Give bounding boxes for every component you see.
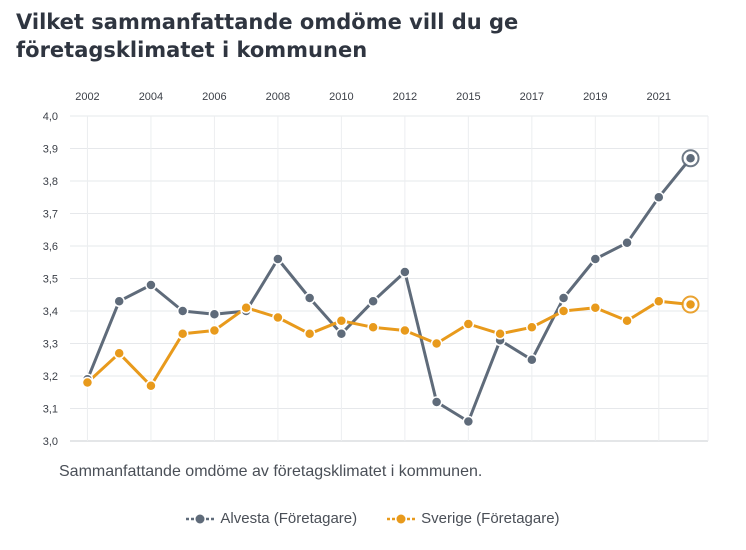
y-tick-label: 3,7 (43, 209, 58, 221)
series-point (303, 292, 316, 304)
legend-label-sverige: Sverige (Företagare) (421, 510, 560, 527)
series-point (653, 295, 665, 307)
series-point (462, 318, 475, 330)
y-tick-label: 3,4 (43, 306, 58, 318)
series-point (367, 295, 379, 307)
series-lines (86, 157, 692, 423)
x-tick-label: 2021 (647, 91, 671, 103)
series-point (81, 376, 94, 389)
series-point (335, 328, 348, 340)
series-line-0 (86, 157, 692, 423)
series-point (176, 305, 189, 317)
y-tick-label: 3,5 (43, 274, 58, 286)
series-point (145, 279, 157, 291)
series-point (526, 321, 538, 333)
y-tick-label: 3,8 (43, 176, 58, 188)
series-point (589, 302, 602, 314)
x-tick-label: 2006 (202, 91, 226, 103)
y-tick-label: 4,0 (43, 111, 58, 123)
series-point (494, 328, 506, 340)
line-chart: 2002 2004 2006 2008 2010 2012 2015 2017 2019 2021… (43, 91, 709, 448)
series-point (272, 253, 284, 265)
series-point (176, 328, 189, 340)
legend-swatch-alvesta (186, 514, 215, 523)
legend-swatch-sverige (387, 514, 416, 523)
x-tick-label: 2012 (393, 91, 417, 103)
legend-item-alvesta[interactable]: Alvesta (Företagare) (186, 510, 357, 527)
series-points (81, 149, 700, 428)
chart-title: Vilket sammanfattande omdöme vill du ge … (16, 10, 519, 62)
series-point (399, 266, 411, 278)
y-tick-label: 3,2 (43, 371, 58, 383)
x-tick-label: 2015 (456, 91, 480, 103)
x-axis-ticks: 2002 2004 2006 2008 2010 2012 2015 2017 2019 2021 (75, 91, 671, 103)
series-point (240, 302, 252, 314)
series-point (526, 354, 538, 366)
series-point (367, 321, 379, 333)
legend-item-sverige[interactable]: Sverige (Företagare) (387, 510, 560, 527)
series-point (684, 298, 697, 311)
series-point (272, 311, 284, 324)
series-point (557, 292, 570, 304)
series-point (589, 253, 602, 265)
y-tick-label: 3,6 (43, 241, 58, 253)
series-point (208, 308, 221, 320)
x-tick-label: 2008 (266, 91, 290, 103)
series-point (113, 295, 125, 307)
x-tick-label: 2010 (329, 91, 353, 103)
x-tick-label: 2017 (520, 91, 544, 103)
series-point (430, 396, 443, 408)
series-point (621, 315, 633, 327)
grid-lines (70, 115, 709, 442)
x-tick-label: 2002 (75, 91, 99, 103)
y-tick-label: 3,9 (43, 144, 58, 156)
y-tick-label: 3,3 (43, 339, 58, 351)
series-point (303, 328, 316, 340)
legend: Alvesta (Företagare) Sverige (Företagare… (0, 510, 746, 527)
series-point (113, 347, 125, 359)
y-tick-label: 3,1 (43, 404, 58, 416)
x-tick-label: 2004 (139, 91, 163, 103)
series-point (335, 315, 348, 327)
series-point (208, 324, 221, 337)
chart-subtitle: Sammanfattande omdöme av företagsklimate… (59, 463, 483, 480)
x-tick-label: 2019 (583, 91, 607, 103)
series-point (399, 324, 411, 337)
legend-label-alvesta: Alvesta (Företagare) (220, 510, 358, 527)
y-axis-ticks: 3,0 3,1 3,2 3,3 3,4 3,5 3,6 3,7 3,8 3,9 4,0 (43, 111, 58, 448)
series-point (557, 305, 570, 317)
series-point (684, 152, 697, 164)
series-point (462, 415, 475, 428)
series-point (430, 337, 443, 350)
series-point (621, 237, 633, 249)
series-point (145, 380, 157, 392)
y-tick-label: 3,0 (43, 436, 58, 448)
series-point (653, 191, 665, 203)
